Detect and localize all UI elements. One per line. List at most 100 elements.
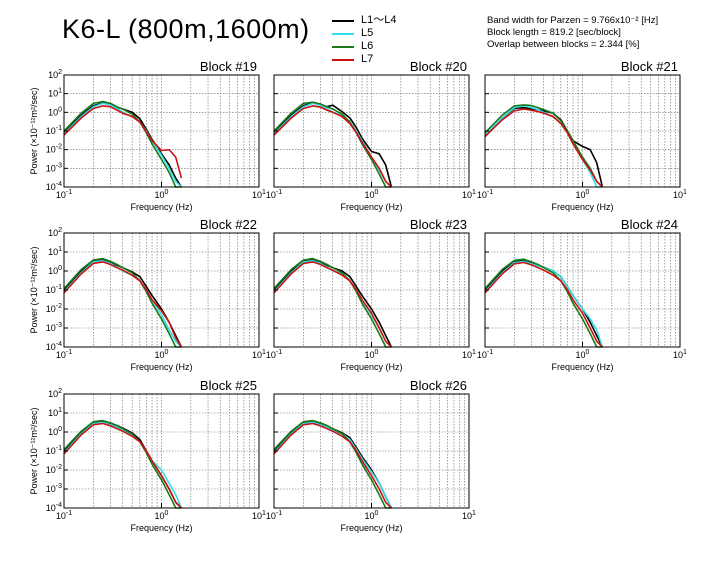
- legend-label-l1-l4: L1～L4: [361, 14, 397, 26]
- x-tick-label: 100: [576, 349, 590, 360]
- legend-label-l7: L7: [361, 53, 374, 65]
- y-tick-label: 102: [48, 227, 62, 238]
- y-tick-label: 100: [48, 106, 62, 117]
- legend: L1～L4 L5 L6 L7: [332, 14, 396, 66]
- series-line-1: [273, 102, 393, 188]
- x-tick-label: 100: [576, 189, 590, 200]
- legend-item-l7: L7: [332, 53, 396, 66]
- series-line-3: [273, 101, 392, 188]
- y-axis-label: Power (×10⁻¹²m²/sec): [29, 87, 39, 174]
- grid: [485, 75, 680, 187]
- y-tick-label: 10-2: [46, 303, 62, 314]
- x-tick-label: 10-1: [477, 189, 493, 200]
- x-tick-label: 10-1: [56, 510, 72, 521]
- y-tick-label: 10-4: [46, 181, 62, 192]
- series-line-3: [63, 100, 182, 188]
- panel-6: 10-1 100 101 Frequency (Hz) Block #24: [477, 217, 687, 372]
- legend-swatch-l1-l4: [332, 19, 354, 22]
- y-tick-label: 100: [48, 426, 62, 437]
- y-tick-label: 10-1: [46, 445, 62, 456]
- legend-item-l1-l4: L1～L4: [332, 14, 396, 27]
- legend-item-l6: L6: [332, 40, 396, 53]
- block-title: Block #26: [410, 378, 467, 393]
- x-tick-label: 101: [673, 189, 687, 200]
- grid: [485, 233, 680, 347]
- series-line-4: [273, 422, 392, 509]
- y-tick-label: 10-3: [46, 483, 62, 494]
- y-tick-label: 102: [48, 69, 62, 80]
- block-title: Block #24: [621, 217, 678, 232]
- series-line-4: [273, 105, 392, 188]
- x-tick-label: 10-1: [477, 349, 493, 360]
- panel-1: 10-1 100 101 10-4 10-3 10-2 10-1 100 101 102 Frequ…: [29, 59, 266, 212]
- block-title: Block #20: [410, 59, 467, 74]
- x-tick-label: 101: [252, 189, 266, 200]
- series-line-3: [273, 419, 392, 509]
- panel-5: 10-1 100 101 Frequency (Hz) Block #23: [266, 217, 476, 372]
- y-tick-label: 102: [48, 388, 62, 399]
- x-axis-label: Frequency (Hz): [130, 202, 192, 212]
- x-tick-label: 101: [462, 510, 476, 521]
- x-tick-label: 100: [155, 189, 169, 200]
- panel-7: 10-1 100 101 10-4 10-3 10-2 10-1 100 101 102 Frequ…: [29, 378, 266, 533]
- panel-4: 10-1 100 101 10-4 10-3 10-2 10-1 100 101 102 Frequ…: [29, 217, 266, 372]
- series-line-3: [63, 419, 182, 509]
- grid: [64, 75, 259, 187]
- info-bandwidth: Band width for Parzen = 9.766x10⁻² [Hz]: [487, 15, 659, 26]
- x-axis-label: Frequency (Hz): [551, 202, 613, 212]
- info-block-length: Block length = 819.2 [sec/block]: [487, 27, 621, 38]
- x-tick-label: 10-1: [266, 510, 282, 521]
- x-tick-label: 100: [155, 510, 169, 521]
- y-axis-label: Power (×10⁻¹²m²/sec): [29, 246, 39, 333]
- x-tick-label: 10-1: [266, 189, 282, 200]
- series-line-3: [484, 104, 603, 188]
- panel-2: 10-1 100 101 Frequency (Hz) Block #20: [266, 59, 476, 212]
- grid: [64, 233, 259, 347]
- series-line-4: [63, 261, 183, 348]
- x-axis-label: Frequency (Hz): [340, 362, 402, 372]
- legend-label-l5: L5: [361, 27, 374, 39]
- y-tick-label: 10-3: [46, 322, 62, 333]
- y-axis-label: Power (×10⁻¹²m²/sec): [29, 407, 39, 494]
- y-tick-label: 101: [48, 88, 62, 99]
- y-tick-label: 10-3: [46, 162, 62, 173]
- x-tick-label: 100: [155, 349, 169, 360]
- x-axis-label: Frequency (Hz): [340, 523, 402, 533]
- x-tick-label: 100: [365, 189, 379, 200]
- panel-3: 10-1 100 101 Frequency (Hz) Block #21: [477, 59, 687, 212]
- series-line-4: [63, 422, 182, 509]
- x-tick-label: 101: [673, 349, 687, 360]
- legend-swatch-l7: [332, 58, 354, 61]
- series-line-2: [484, 260, 604, 348]
- analysis-info: Band width for Parzen = 9.766x10⁻² [Hz] …: [487, 15, 658, 51]
- block-title: Block #21: [621, 59, 678, 74]
- series-line-4: [484, 261, 603, 348]
- main-title: K6-L (800m,1600m): [62, 14, 310, 44]
- y-tick-label: 10-1: [46, 284, 62, 295]
- grid: [274, 394, 469, 508]
- legend-swatch-l6: [332, 45, 354, 48]
- series-line-3: [273, 257, 392, 348]
- legend-label-l6: L6: [361, 40, 374, 52]
- block-title: Block #25: [200, 378, 257, 393]
- x-axis-label: Frequency (Hz): [551, 362, 613, 372]
- x-tick-label: 101: [462, 189, 476, 200]
- series-line-3: [484, 258, 603, 348]
- y-tick-label: 10-2: [46, 144, 62, 155]
- block-title: Block #19: [200, 59, 257, 74]
- x-axis-label: Frequency (Hz): [340, 202, 402, 212]
- legend-item-l5: L5: [332, 27, 396, 40]
- y-tick-label: 10-4: [46, 502, 62, 513]
- x-tick-label: 10-1: [56, 349, 72, 360]
- x-tick-label: 10-1: [266, 349, 282, 360]
- series-line-4: [273, 261, 392, 348]
- x-tick-label: 101: [252, 510, 266, 521]
- info-overlap: Overlap between blocks = 2.344 [%]: [487, 39, 640, 50]
- y-tick-label: 10-2: [46, 464, 62, 475]
- series-line-4: [63, 105, 183, 179]
- grid: [274, 75, 469, 187]
- x-tick-label: 100: [365, 349, 379, 360]
- block-title: Block #22: [200, 217, 257, 232]
- legend-swatch-l5: [332, 32, 354, 35]
